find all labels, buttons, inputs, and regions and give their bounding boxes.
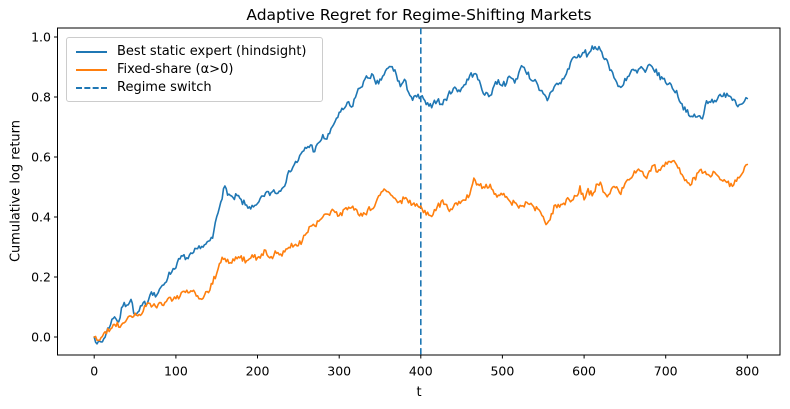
x-tick-label: 500 xyxy=(490,364,514,379)
x-tick-label: 700 xyxy=(654,364,678,379)
x-tick-label: 400 xyxy=(409,364,433,379)
series-line-1 xyxy=(93,159,749,342)
x-tick-label: 0 xyxy=(90,364,98,379)
legend-item-regime-switch: Regime switch xyxy=(76,81,313,94)
x-tick-label: 300 xyxy=(327,364,351,379)
legend-item-best-static-expert: Best static expert (hindsight) xyxy=(76,45,313,58)
y-tick-label: 0.0 xyxy=(31,329,51,344)
series-line-0 xyxy=(93,45,749,345)
x-axis-label: t xyxy=(416,385,422,400)
legend: Best static expert (hindsight) Fixed-sha… xyxy=(66,37,323,102)
x-tick-label: 100 xyxy=(164,364,188,379)
axes-frame xyxy=(57,27,781,356)
y-tick-label: 0.4 xyxy=(31,209,51,224)
orange-solid-line-icon xyxy=(76,68,107,71)
y-tick-label: 0.2 xyxy=(31,269,51,284)
x-tick-label: 200 xyxy=(246,364,270,379)
chart-title: Adaptive Regret for Regime-Shifting Mark… xyxy=(246,6,592,24)
legend-label: Fixed-share (α>0) xyxy=(117,62,234,77)
y-tick-label: 1.0 xyxy=(31,29,51,44)
y-tick-label: 0.8 xyxy=(31,89,51,104)
blue-solid-line-icon xyxy=(76,50,107,53)
x-tick-label: 600 xyxy=(572,364,596,379)
legend-label: Best static expert (hindsight) xyxy=(117,44,307,59)
y-tick-label: 0.6 xyxy=(31,149,51,164)
x-tick-label: 800 xyxy=(735,364,759,379)
y-axis-label: Cumulative log return xyxy=(8,119,24,263)
legend-label: Regime switch xyxy=(117,80,212,95)
blue-dashed-line-icon xyxy=(76,86,107,89)
legend-item-fixed-share: Fixed-share (α>0) xyxy=(76,63,313,76)
